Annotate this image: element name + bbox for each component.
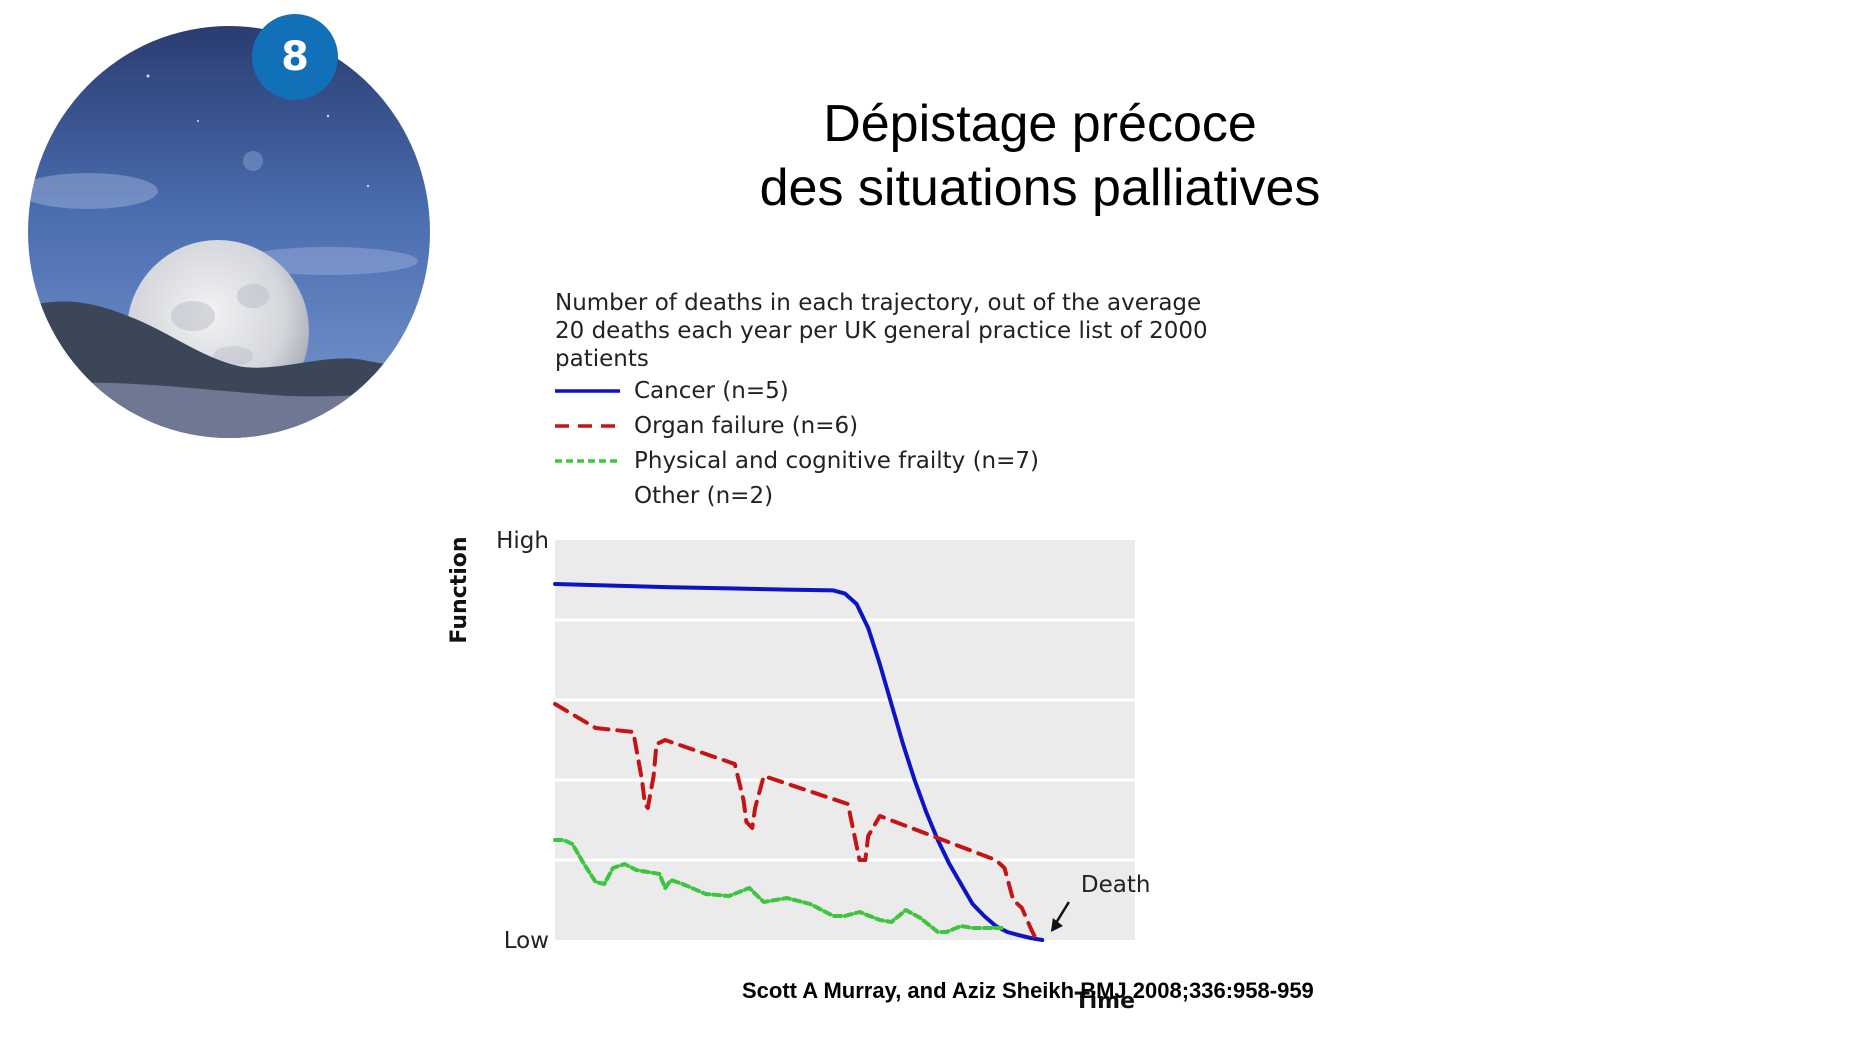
death-arrow-head bbox=[1050, 918, 1063, 932]
plot-background bbox=[555, 540, 1135, 940]
legend-label-4: Other (n=2) bbox=[634, 483, 773, 509]
chart-title-line-2: 20 deaths each year per UK general pract… bbox=[555, 318, 1208, 344]
y-tick-high: High bbox=[496, 528, 549, 554]
series-line-2 bbox=[553, 702, 1039, 942]
y-axis-label: Function bbox=[447, 536, 472, 643]
slide-number-badge: 8 bbox=[252, 14, 338, 100]
chart-title-line-1: Number of deaths in each trajectory, out… bbox=[555, 290, 1201, 316]
series-line-3 bbox=[553, 838, 1004, 934]
slide-title-line-2: des situations palliatives bbox=[759, 159, 1321, 217]
slide-title-line-1: Dépistage précoce bbox=[823, 95, 1257, 153]
y-tick-low: Low bbox=[504, 928, 549, 954]
x-axis-label: Time bbox=[1075, 989, 1135, 1014]
moon-photo bbox=[28, 26, 430, 438]
trajectory-chart: Number of deaths in each trajectory, out… bbox=[430, 270, 1310, 1040]
citation: Scott A Murray, and Aziz Sheikh BMJ 2008… bbox=[742, 978, 1314, 1003]
death-annotation: Death bbox=[1081, 872, 1151, 898]
slide-title: Dépistage précoce des situations palliat… bbox=[640, 92, 1440, 220]
slide-number: 8 bbox=[281, 34, 309, 80]
trajectory-chart-svg: Number of deaths in each trajectory, out… bbox=[447, 290, 1208, 1014]
legend-label-1: Cancer (n=5) bbox=[634, 378, 789, 404]
legend-label-2: Organ failure (n=6) bbox=[634, 413, 858, 439]
chart-title-line-3: patients bbox=[555, 346, 649, 372]
legend-label-3: Physical and cognitive frailty (n=7) bbox=[634, 448, 1039, 474]
